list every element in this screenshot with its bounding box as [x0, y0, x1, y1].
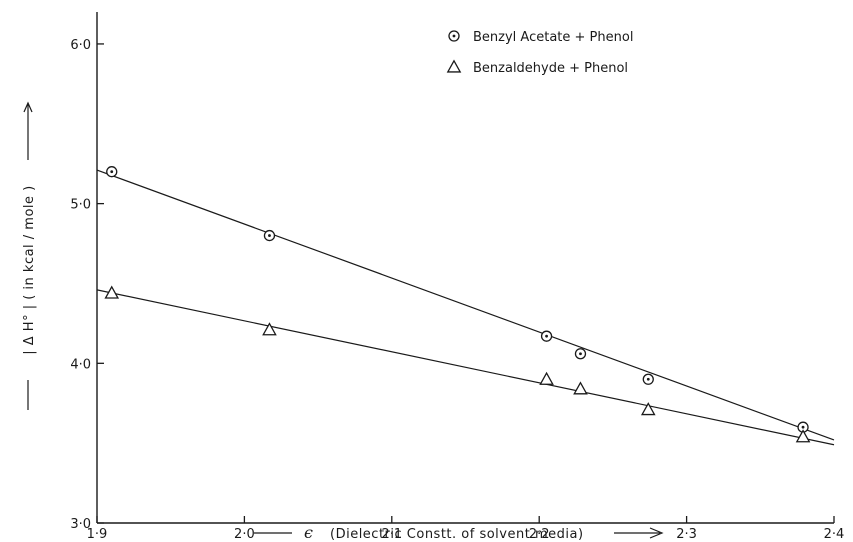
data-point — [263, 229, 276, 242]
series-benzaldehyde-phenol — [96, 285, 835, 446]
data-point — [539, 371, 554, 385]
data-point — [642, 373, 654, 385]
data-point — [104, 285, 120, 299]
x-axis-title: (Dielectric Constt. of solvent media) — [330, 527, 584, 542]
data-point — [640, 402, 656, 416]
circle-marker-dot — [110, 170, 114, 174]
circle-marker-dot — [646, 377, 650, 381]
data-point — [262, 322, 277, 336]
axes: 3·0 4·0 5·0 6·0 1·9 2·0 2·1 2·2 2·3 2·4 — [70, 12, 844, 542]
x-tick-label: 2·4 — [824, 527, 845, 542]
data-point — [795, 429, 811, 443]
circle-marker-dot — [801, 425, 805, 429]
x-axis-symbol: ϵ — [304, 523, 313, 542]
x-tick-label: 2·1 — [381, 527, 402, 542]
circle-marker-dot — [545, 334, 548, 338]
legend-label: Benzyl Acetate + Phenol — [473, 30, 633, 45]
legend-label: Benzaldehyde + Phenol — [473, 61, 628, 76]
data-point — [573, 381, 588, 395]
y-tick-label: 4·0 — [70, 357, 91, 372]
data-point — [574, 348, 587, 360]
series-benzyl-acetate-phenol — [96, 166, 835, 441]
data-point — [106, 166, 118, 178]
legend-marker-triangle — [446, 59, 462, 73]
axis-labels: | Δ H° | ( in kcal / mole ) ϵ (Dielectric … — [22, 101, 664, 542]
arrow-head-icon — [23, 101, 33, 113]
x-tick-label: 1·9 — [87, 527, 108, 542]
data-point — [540, 330, 553, 342]
fit-line — [96, 169, 835, 441]
circle-marker-dot — [268, 234, 271, 237]
circle-marker-dot — [579, 352, 582, 356]
circle-marker-dot — [452, 34, 456, 38]
y-tick-label: 6·0 — [70, 38, 91, 53]
fit-line — [96, 289, 835, 446]
x-tick-label: 2·3 — [676, 527, 697, 542]
legend-marker-circle — [448, 30, 460, 42]
x-tick-label: 2·0 — [234, 527, 255, 542]
plot-area — [96, 166, 835, 446]
arrow-head-icon — [649, 527, 664, 539]
y-tick-label: 3·0 — [70, 517, 91, 532]
y-axis-title: | Δ H° | ( in kcal / mole ) — [22, 185, 37, 354]
legend: Benzyl Acetate + Phenol Benzaldehyde + Ph… — [446, 30, 633, 76]
y-tick-label: 5·0 — [70, 198, 91, 213]
x-tick-label: 2·2 — [529, 527, 550, 542]
